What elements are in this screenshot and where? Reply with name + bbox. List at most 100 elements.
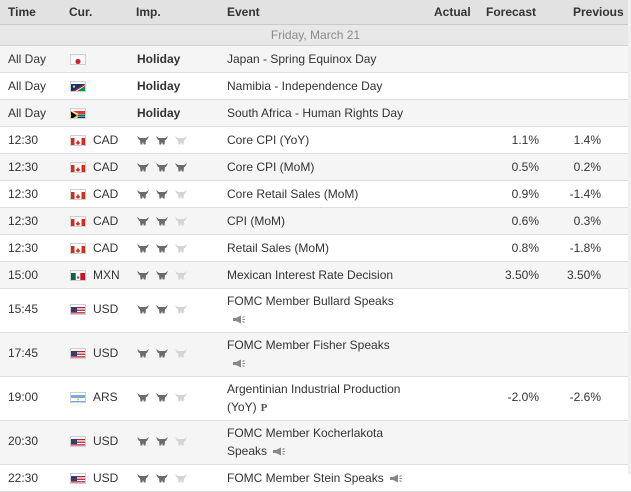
event-time: 12:30: [8, 160, 38, 174]
event-name[interactable]: Retail Sales (MoM): [227, 239, 427, 257]
col-importance[interactable]: Imp.: [136, 5, 161, 19]
col-time[interactable]: Time: [8, 5, 36, 19]
previous-value: -1.4%: [570, 187, 601, 201]
argentina-flag-icon: [70, 392, 86, 403]
event-title: Mexican Interest Rate Decision: [227, 268, 393, 282]
event-time: 12:30: [8, 187, 38, 201]
bull-icon: [137, 470, 156, 484]
importance-rating: [137, 132, 194, 146]
japan-flag-icon: [70, 54, 86, 65]
event-title: FOMC Member Kocherlakota: [227, 426, 383, 440]
col-forecast[interactable]: Forecast: [486, 5, 536, 19]
event-name[interactable]: FOMC Member Stein Speaks: [227, 469, 427, 487]
event-name[interactable]: CPI (MoM): [227, 212, 427, 230]
bull-icon: [175, 186, 194, 200]
bull-icon: [156, 389, 175, 403]
event-title: Core CPI (MoM): [227, 160, 314, 174]
importance-rating: [137, 213, 194, 227]
usa-flag-icon: [70, 304, 86, 315]
event-title: Core Retail Sales (MoM): [227, 187, 358, 201]
event-name[interactable]: FOMC Member Fisher Speaks: [227, 336, 427, 372]
canada-flag-icon: [70, 135, 86, 146]
currency-code: USD: [93, 434, 118, 448]
currency-code: CAD: [93, 241, 118, 255]
forecast-value: 0.6%: [512, 214, 539, 228]
event-time: All Day: [8, 52, 46, 66]
event-name[interactable]: Namibia - Independence Day: [227, 77, 427, 95]
importance-rating: [137, 470, 194, 484]
bull-icon: [137, 345, 156, 359]
bull-icon: [137, 433, 156, 447]
bull-icon: [175, 301, 194, 315]
importance-rating: [137, 433, 194, 447]
table-row[interactable]: All Day Holiday Japan - Spring Equinox Day: [0, 46, 631, 73]
bull-icon: [156, 267, 175, 281]
importance-rating: [137, 159, 194, 173]
event-time: 22:30: [8, 471, 38, 485]
event-name[interactable]: South Africa - Human Rights Day: [227, 104, 427, 122]
col-currency[interactable]: Cur.: [69, 5, 92, 19]
usa-flag-icon: [70, 436, 86, 447]
event-name[interactable]: Japan - Spring Equinox Day: [227, 50, 427, 68]
previous-value: 0.3%: [574, 214, 601, 228]
event-name[interactable]: Core Retail Sales (MoM): [227, 185, 427, 203]
holiday-label: Holiday: [137, 52, 180, 66]
event-name[interactable]: Mexican Interest Rate Decision: [227, 266, 427, 284]
usa-flag-icon: [70, 473, 86, 484]
event-title: Japan - Spring Equinox Day: [227, 52, 376, 66]
event-time: 15:00: [8, 268, 38, 282]
event-title: Namibia - Independence Day: [227, 79, 382, 93]
bull-icon: [137, 132, 156, 146]
forecast-value: 3.50%: [505, 268, 539, 282]
bull-icon: [156, 132, 175, 146]
col-previous[interactable]: Previous: [573, 5, 624, 19]
bull-icon: [156, 470, 175, 484]
mexico-flag-icon: [70, 270, 86, 281]
event-title: FOMC Member Stein Speaks: [227, 471, 384, 485]
bull-icon: [175, 433, 194, 447]
event-rows: All Day Holiday Japan - Spring Equinox Day…: [0, 46, 631, 492]
holiday-label: Holiday: [137, 79, 180, 93]
event-time: 15:45: [8, 302, 38, 316]
bull-icon: [137, 186, 156, 200]
forecast-value: 0.9%: [512, 187, 539, 201]
importance-rating: [137, 267, 194, 281]
event-time: 17:45: [8, 346, 38, 360]
event-title: FOMC Member Fisher Speaks: [227, 338, 390, 352]
col-event[interactable]: Event: [227, 5, 260, 19]
event-name[interactable]: Core CPI (YoY): [227, 131, 427, 149]
currency-code: CAD: [93, 187, 118, 201]
bull-icon: [175, 240, 194, 254]
event-name[interactable]: Argentinian Industrial Production(YoY)P: [227, 380, 427, 417]
col-actual[interactable]: Actual: [434, 5, 471, 19]
speech-icon: [273, 447, 287, 456]
bull-icon: [156, 186, 175, 200]
bull-icon: [137, 267, 156, 281]
previous-value: 0.2%: [574, 160, 601, 174]
previous-value: 1.4%: [574, 133, 601, 147]
bull-icon: [175, 470, 194, 484]
event-name[interactable]: Core CPI (MoM): [227, 158, 427, 176]
bull-icon: [175, 132, 194, 146]
bull-icon: [156, 240, 175, 254]
table-row[interactable]: 12:30 CAD Core Retail Sales (MoM) 0.9% -1.4%: [0, 181, 631, 208]
bull-icon: [175, 213, 194, 227]
bull-icon: [137, 301, 156, 315]
event-title: Retail Sales (MoM): [227, 241, 329, 255]
bull-icon: [156, 159, 175, 173]
event-name[interactable]: FOMC Member Bullard Speaks: [227, 292, 427, 328]
importance-rating: [137, 240, 194, 254]
